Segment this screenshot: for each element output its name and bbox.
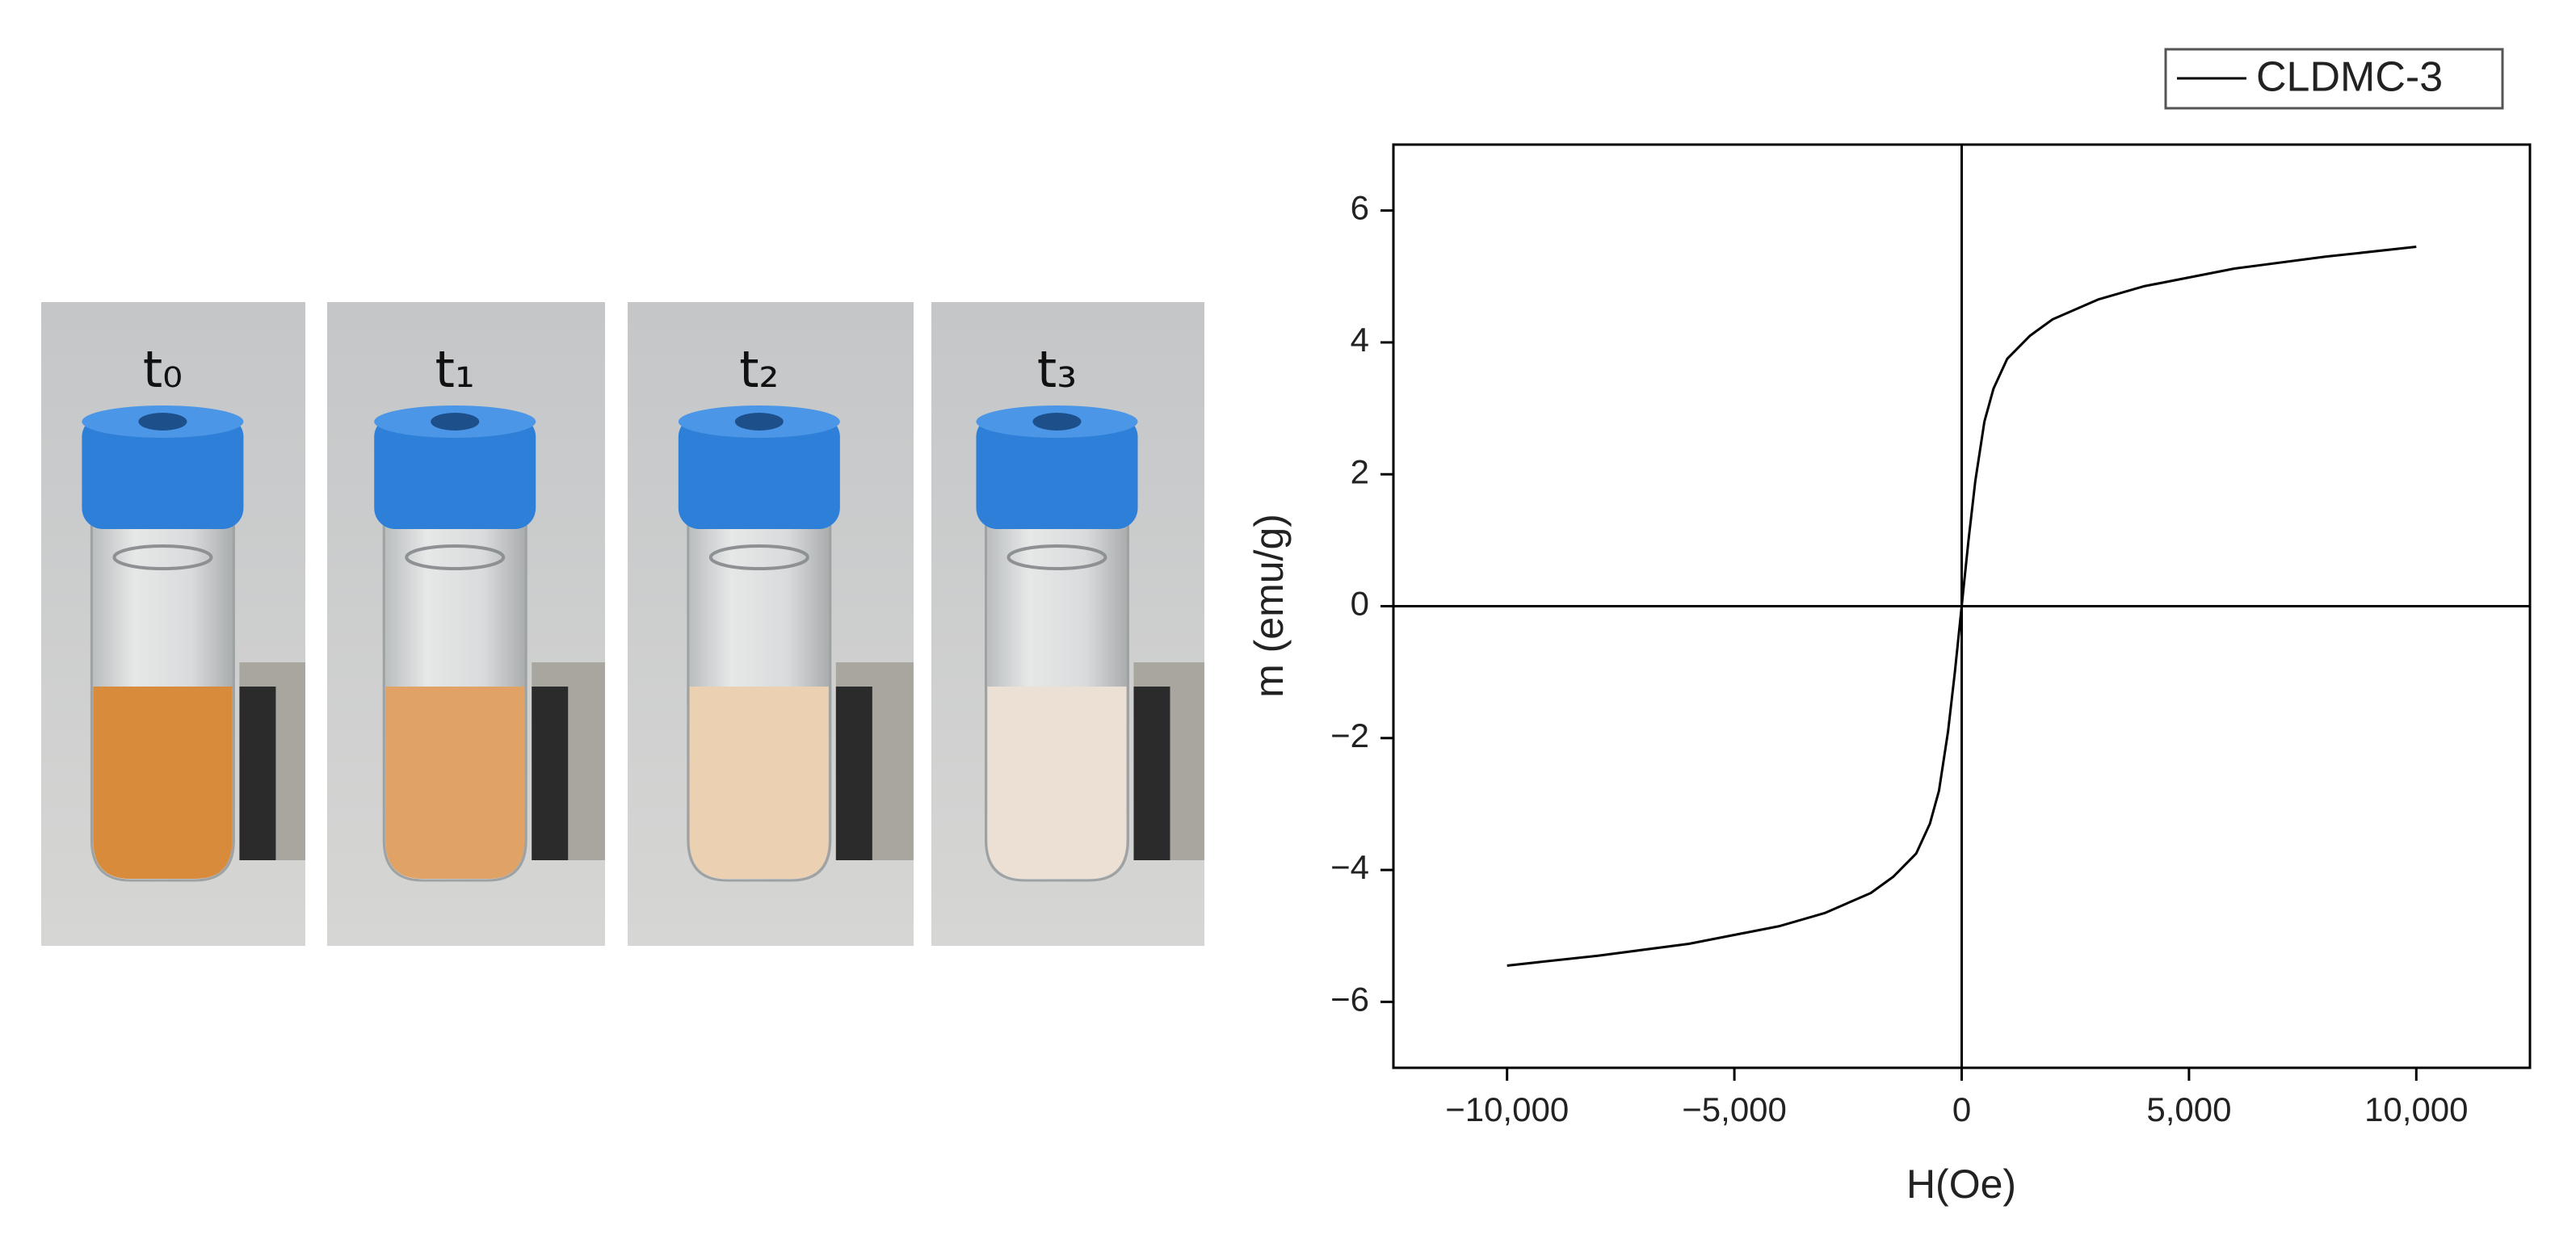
vial-liquid	[93, 687, 233, 879]
x-tick-label: 0	[1952, 1090, 1971, 1128]
magnet-face	[532, 687, 569, 860]
photo-panel	[41, 302, 305, 946]
photo-label: t₁	[435, 340, 475, 399]
photo-panel	[327, 302, 605, 946]
vial-shoulder	[112, 544, 213, 570]
y-tick-label: 2	[1351, 452, 1369, 490]
x-tick-label: −10,000	[1445, 1090, 1569, 1128]
vial-liquid	[689, 687, 829, 879]
data-line	[1507, 246, 2417, 967]
x-tick-label: 10,000	[2364, 1090, 2468, 1128]
y-tick-label: −2	[1330, 716, 1369, 754]
photo-panel	[931, 302, 1204, 946]
photo-label: t₃	[1037, 340, 1077, 399]
vial-cap	[976, 416, 1138, 529]
cap-hole	[431, 413, 480, 431]
x-tick-label: −5,000	[1682, 1090, 1787, 1128]
x-tick-label: 5,000	[2146, 1090, 2231, 1128]
vial-shoulder	[708, 544, 809, 570]
magnet-face	[239, 687, 276, 860]
legend-label: CLDMC-3	[2256, 54, 2443, 101]
vial-cap	[82, 416, 244, 529]
vial-cap	[374, 416, 536, 529]
y-axis-title: m (emu/g)	[1246, 514, 1292, 698]
vial-cap	[678, 416, 840, 529]
cap-hole	[1032, 413, 1082, 431]
vial-shoulder	[405, 544, 506, 570]
photo-label: t₂	[739, 340, 779, 399]
cap-hole	[734, 413, 784, 431]
y-tick-label: −4	[1330, 848, 1369, 886]
photo-label: t₀	[143, 340, 183, 399]
vial-shoulder	[1006, 544, 1107, 570]
photo-panel	[628, 302, 914, 946]
magnet-face	[835, 687, 872, 860]
magnet-face	[1133, 687, 1170, 860]
y-tick-label: 4	[1351, 321, 1369, 359]
vial-liquid	[385, 687, 525, 879]
vial-liquid	[987, 687, 1127, 879]
y-tick-label: 6	[1351, 189, 1369, 227]
x-axis-title: H(Oe)	[1906, 1161, 2016, 1207]
y-tick-label: −6	[1330, 980, 1369, 1018]
y-tick-label: 0	[1351, 585, 1369, 623]
cap-hole	[138, 413, 187, 431]
